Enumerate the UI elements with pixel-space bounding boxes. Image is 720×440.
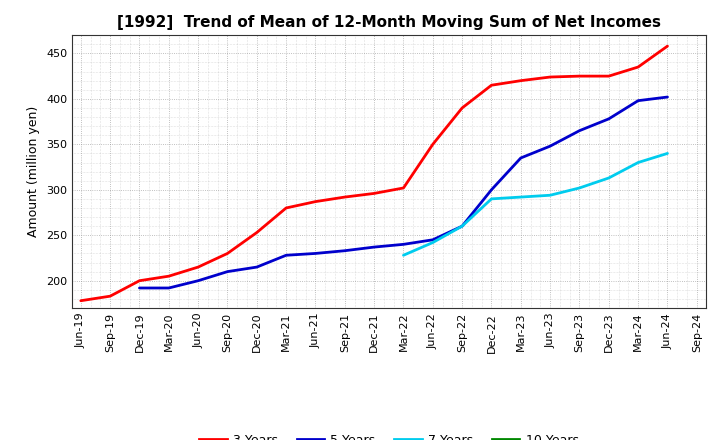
Legend: 3 Years, 5 Years, 7 Years, 10 Years: 3 Years, 5 Years, 7 Years, 10 Years <box>194 429 583 440</box>
Title: [1992]  Trend of Mean of 12-Month Moving Sum of Net Incomes: [1992] Trend of Mean of 12-Month Moving … <box>117 15 661 30</box>
Y-axis label: Amount (million yen): Amount (million yen) <box>27 106 40 237</box>
